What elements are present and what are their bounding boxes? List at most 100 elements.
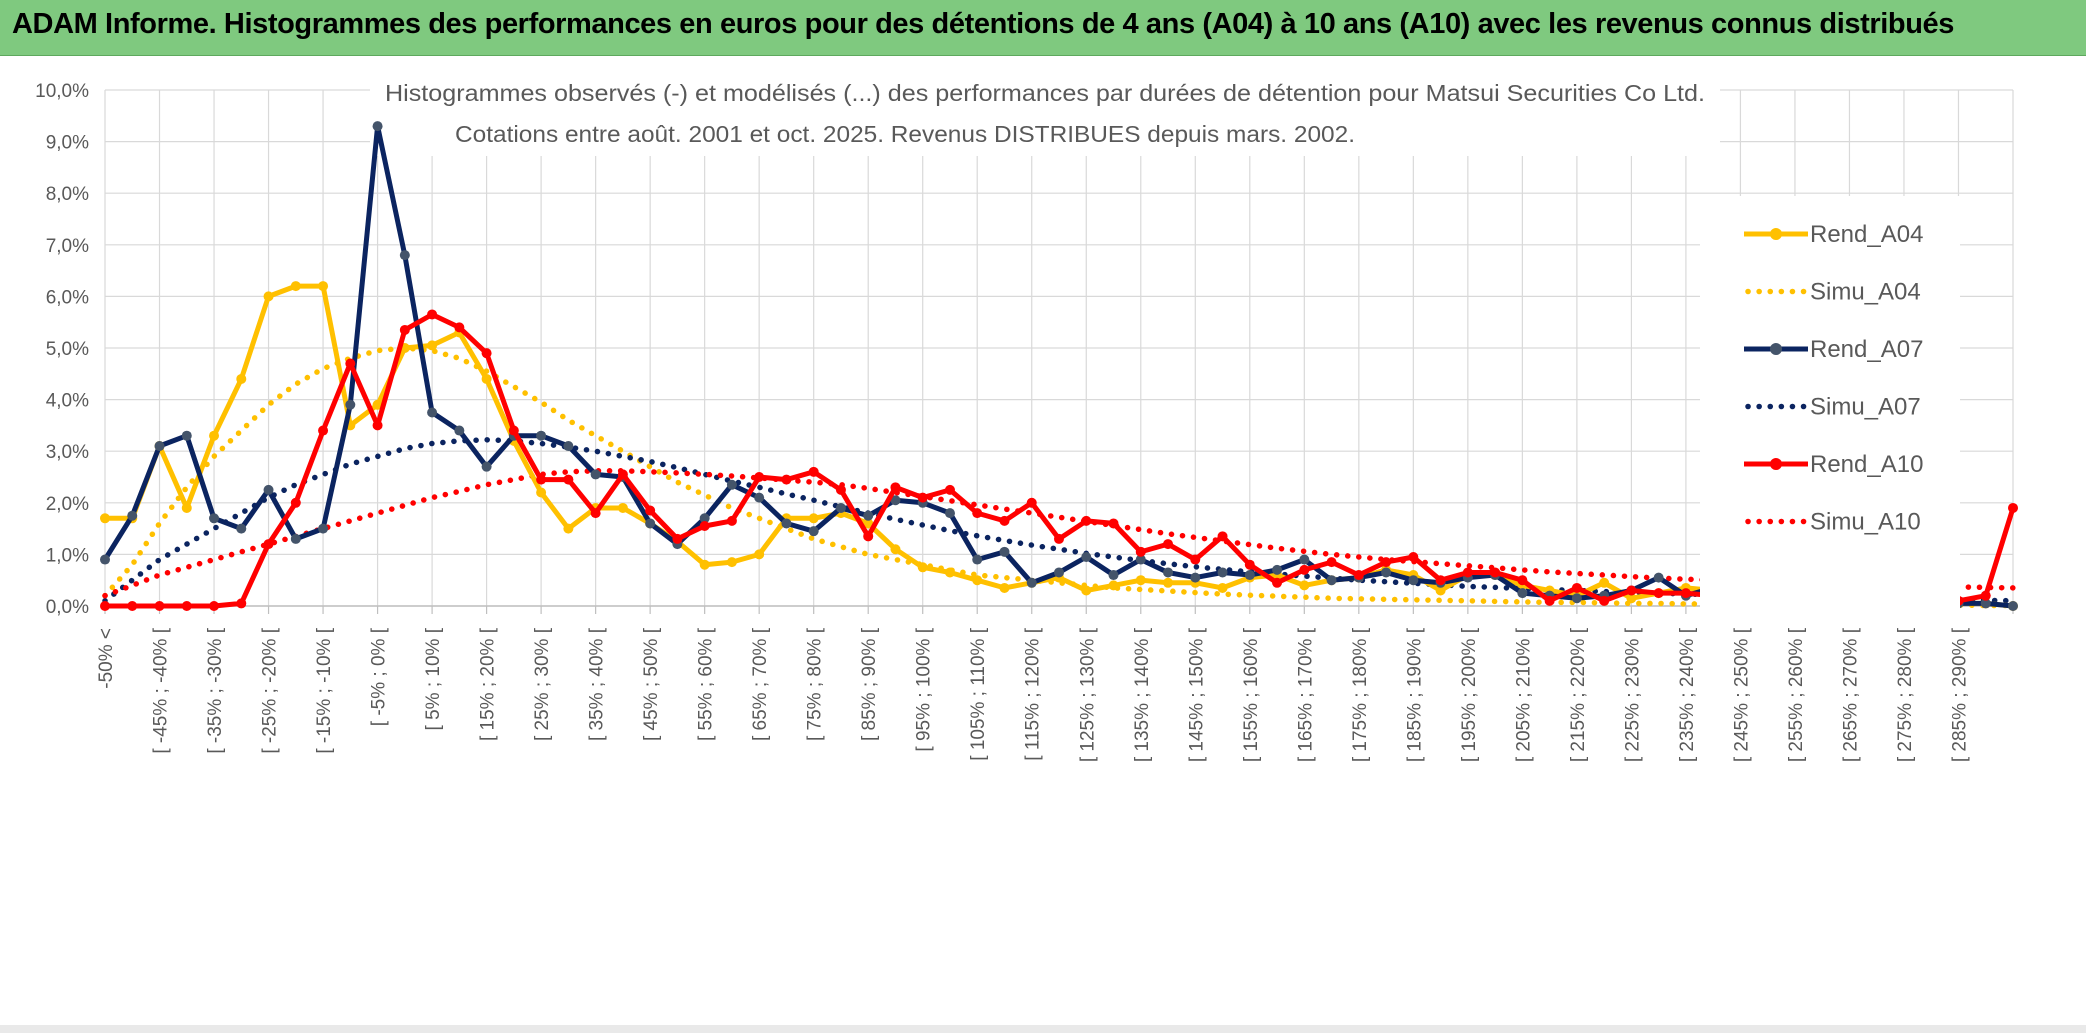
data-point	[972, 554, 983, 565]
data-point	[944, 508, 955, 519]
data-point	[1680, 588, 1691, 599]
data-point	[863, 518, 874, 529]
data-point	[1190, 572, 1201, 583]
data-point	[645, 518, 656, 529]
data-point	[1163, 567, 1174, 578]
data-point	[726, 479, 737, 490]
data-point	[699, 513, 710, 524]
data-point	[181, 601, 192, 611]
data-point	[236, 523, 247, 534]
data-point	[290, 497, 301, 508]
data-point	[481, 348, 492, 359]
x-tick-label: [ 235% ; 240% [	[1677, 627, 1698, 762]
x-tick-label: [ -45% ; -40% [	[151, 627, 172, 753]
data-point	[1272, 564, 1283, 575]
title-banner: ADAM Informe. Histogrammes des performan…	[0, 0, 2086, 56]
data-point	[318, 281, 329, 292]
x-tick-label: [ 275% ; 280% [	[1895, 627, 1916, 762]
data-point	[972, 575, 983, 586]
data-point	[1653, 572, 1664, 583]
data-point	[890, 482, 901, 493]
data-point	[1163, 577, 1174, 588]
data-point	[372, 420, 383, 431]
data-point	[1653, 588, 1664, 599]
x-tick-label: [ 5% ; 10% [	[423, 627, 444, 730]
x-tick-label: [ 105% ; 110% [	[968, 627, 989, 760]
legend-item: Rend_A07	[1744, 336, 1923, 363]
data-point	[1980, 598, 1991, 609]
x-tick-label: [ 215% ; 220% [	[1568, 627, 1589, 762]
data-point	[699, 559, 710, 570]
data-point	[890, 544, 901, 555]
y-tick-label: 8,0%	[46, 184, 89, 205]
data-point	[1326, 575, 1337, 586]
page-title: ADAM Informe. Histogrammes des performan…	[12, 8, 1954, 40]
data-point	[236, 373, 247, 384]
y-tick-label: 10,0%	[35, 81, 89, 102]
data-point	[536, 430, 547, 441]
data-point	[999, 582, 1010, 593]
x-tick-label: [ 165% ; 170% [	[1295, 627, 1316, 762]
y-tick-label: 7,0%	[46, 236, 89, 257]
data-point	[345, 399, 356, 410]
data-point	[1081, 585, 1092, 596]
data-point	[944, 567, 955, 578]
x-tick-label: [ 195% ; 200% [	[1459, 627, 1480, 762]
data-point	[726, 515, 737, 526]
x-tick-label: [ 155% ; 160% [	[1241, 627, 1262, 762]
data-point	[318, 523, 329, 534]
data-point	[1626, 593, 1637, 604]
data-point	[372, 121, 383, 132]
data-point	[563, 441, 574, 452]
legend-item: Rend_A04	[1744, 221, 1923, 248]
data-point	[1408, 551, 1419, 562]
data-point	[536, 487, 547, 498]
data-point	[590, 508, 601, 519]
data-point	[181, 502, 192, 513]
y-tick-label: 5,0%	[46, 339, 89, 360]
data-point	[863, 531, 874, 542]
data-point	[1026, 497, 1037, 508]
data-point	[1626, 585, 1637, 596]
data-point	[590, 469, 601, 480]
legend-label: Simu_A10	[1810, 509, 1921, 536]
data-point	[1490, 567, 1501, 578]
legend-item: Simu_A04	[1745, 279, 1921, 306]
data-point	[481, 461, 492, 472]
data-point	[1054, 533, 1064, 544]
data-point	[536, 474, 547, 485]
legend-marker	[1770, 343, 1782, 355]
x-tick-label: [ 125% ; 130% [	[1077, 627, 1098, 762]
data-point	[209, 430, 220, 441]
data-point	[127, 510, 138, 521]
data-point	[890, 495, 901, 506]
data-point	[263, 539, 274, 550]
data-point	[1135, 554, 1146, 565]
x-tick-label: [ 95% ; 100% [	[914, 627, 935, 751]
data-point	[726, 557, 737, 568]
x-tick-label: [ 135% ; 140% [	[1132, 627, 1153, 762]
data-point	[154, 441, 165, 452]
chart-title: Histogrammes observés (-) et modélisés (…	[385, 80, 1705, 106]
data-point	[1190, 554, 1201, 565]
legend-marker	[1770, 228, 1782, 240]
data-point	[617, 469, 628, 480]
series-rend-a10	[100, 309, 2018, 611]
x-tick-label: [ -35% ; -30% [	[205, 627, 226, 753]
x-tick-label: [ 265% ; 270% [	[1840, 627, 1861, 762]
data-point	[1163, 539, 1174, 550]
data-point	[563, 523, 574, 534]
data-point	[127, 601, 138, 611]
data-point	[808, 513, 819, 524]
data-point	[399, 250, 410, 261]
data-point	[1299, 580, 1310, 591]
data-point	[454, 425, 465, 436]
y-tick-label: 9,0%	[46, 133, 89, 154]
data-point	[181, 430, 192, 441]
x-tick-label: [ -5% ; 0% [	[369, 627, 390, 726]
x-axis: -50% < [ -45% ; -40% [[ -35% ; -30% [[ -2…	[96, 605, 2014, 762]
data-point	[481, 373, 492, 384]
data-point	[1353, 570, 1364, 581]
data-point	[917, 492, 928, 503]
x-tick-label: [ 205% ; 210% [	[1513, 627, 1534, 762]
